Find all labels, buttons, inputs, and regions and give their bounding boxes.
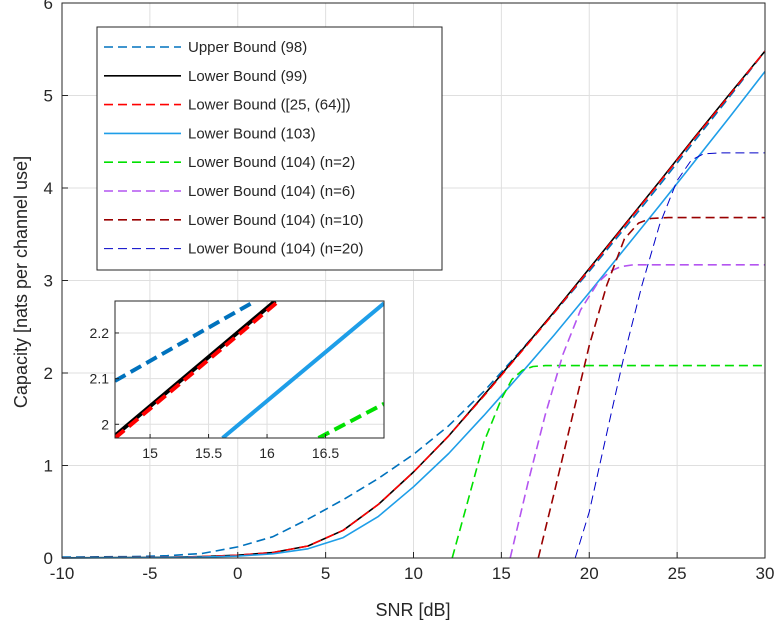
x-tick-label: 25 — [668, 564, 687, 583]
y-tick-label: 2 — [44, 364, 53, 383]
y-axis-label: Capacity [nats per channel use] — [11, 156, 31, 408]
legend-entry-label: Lower Bound (104) (n=6) — [188, 183, 355, 200]
y-tick-label: 4 — [44, 179, 53, 198]
x-tick-label: 20 — [580, 564, 599, 583]
inset-zoom-plot: 15 15.5 16 16.5 2 2.1 2.2 — [90, 300, 385, 461]
series-line-5 — [451, 364, 765, 559]
inset-x-tick-label: 16.5 — [312, 445, 339, 461]
y-tick-label: 0 — [44, 549, 53, 568]
legend-entry-label: Upper Bound (98) — [188, 39, 307, 56]
main-tick-labels: -10 -5 0 5 10 15 20 25 30 0 1 2 3 4 5 6 — [44, 0, 775, 583]
legend-entry-label: Lower Bound (104) (n=10) — [188, 212, 364, 229]
y-tick-label: 3 — [44, 272, 53, 291]
y-tick-label: 1 — [44, 457, 53, 476]
legend-entry-label: Lower Bound (104) (n=2) — [188, 154, 355, 171]
x-tick-label: 30 — [756, 564, 775, 583]
legend-entry-label: Lower Bound (99) — [188, 68, 307, 85]
series-line-7 — [537, 216, 765, 559]
main-series-group — [61, 50, 766, 559]
x-tick-label: 0 — [233, 564, 242, 583]
legend-entry-label: Lower Bound ([25, (64)]) — [188, 97, 351, 114]
y-tick-label: 5 — [44, 87, 53, 106]
inset-x-tick-label: 15 — [142, 445, 158, 461]
inset-series-line-1 — [115, 301, 257, 383]
x-tick-label: 15 — [492, 564, 511, 583]
series-line-4 — [61, 71, 766, 559]
inset-frame — [114, 300, 385, 439]
inset-series-line-4 — [221, 301, 384, 438]
legend: Upper Bound (98) Lower Bound (99) Lower Bo… — [96, 26, 443, 271]
inset-series-line-5 — [317, 402, 384, 438]
legend-box — [96, 26, 443, 271]
legend-entry-label: Lower Bound (103) — [188, 125, 316, 142]
x-tick-label: -5 — [142, 564, 157, 583]
x-tick-label: 5 — [321, 564, 330, 583]
y-tick-label: 6 — [44, 0, 53, 13]
inset-y-tick-label: 2.2 — [90, 325, 110, 341]
series-line-8 — [574, 152, 765, 559]
inset-y-tick-label: 2.1 — [90, 371, 110, 387]
inset-x-tick-label: 16 — [259, 445, 275, 461]
legend-entry-label: Lower Bound (104) (n=20) — [188, 241, 364, 258]
x-tick-label: -10 — [50, 564, 75, 583]
x-tick-label: 10 — [404, 564, 423, 583]
inset-y-tick-label: 2 — [101, 416, 109, 432]
inset-x-tick-label: 15.5 — [195, 445, 222, 461]
series-line-1 — [61, 50, 766, 558]
x-axis-label: SNR [dB] — [375, 600, 450, 620]
